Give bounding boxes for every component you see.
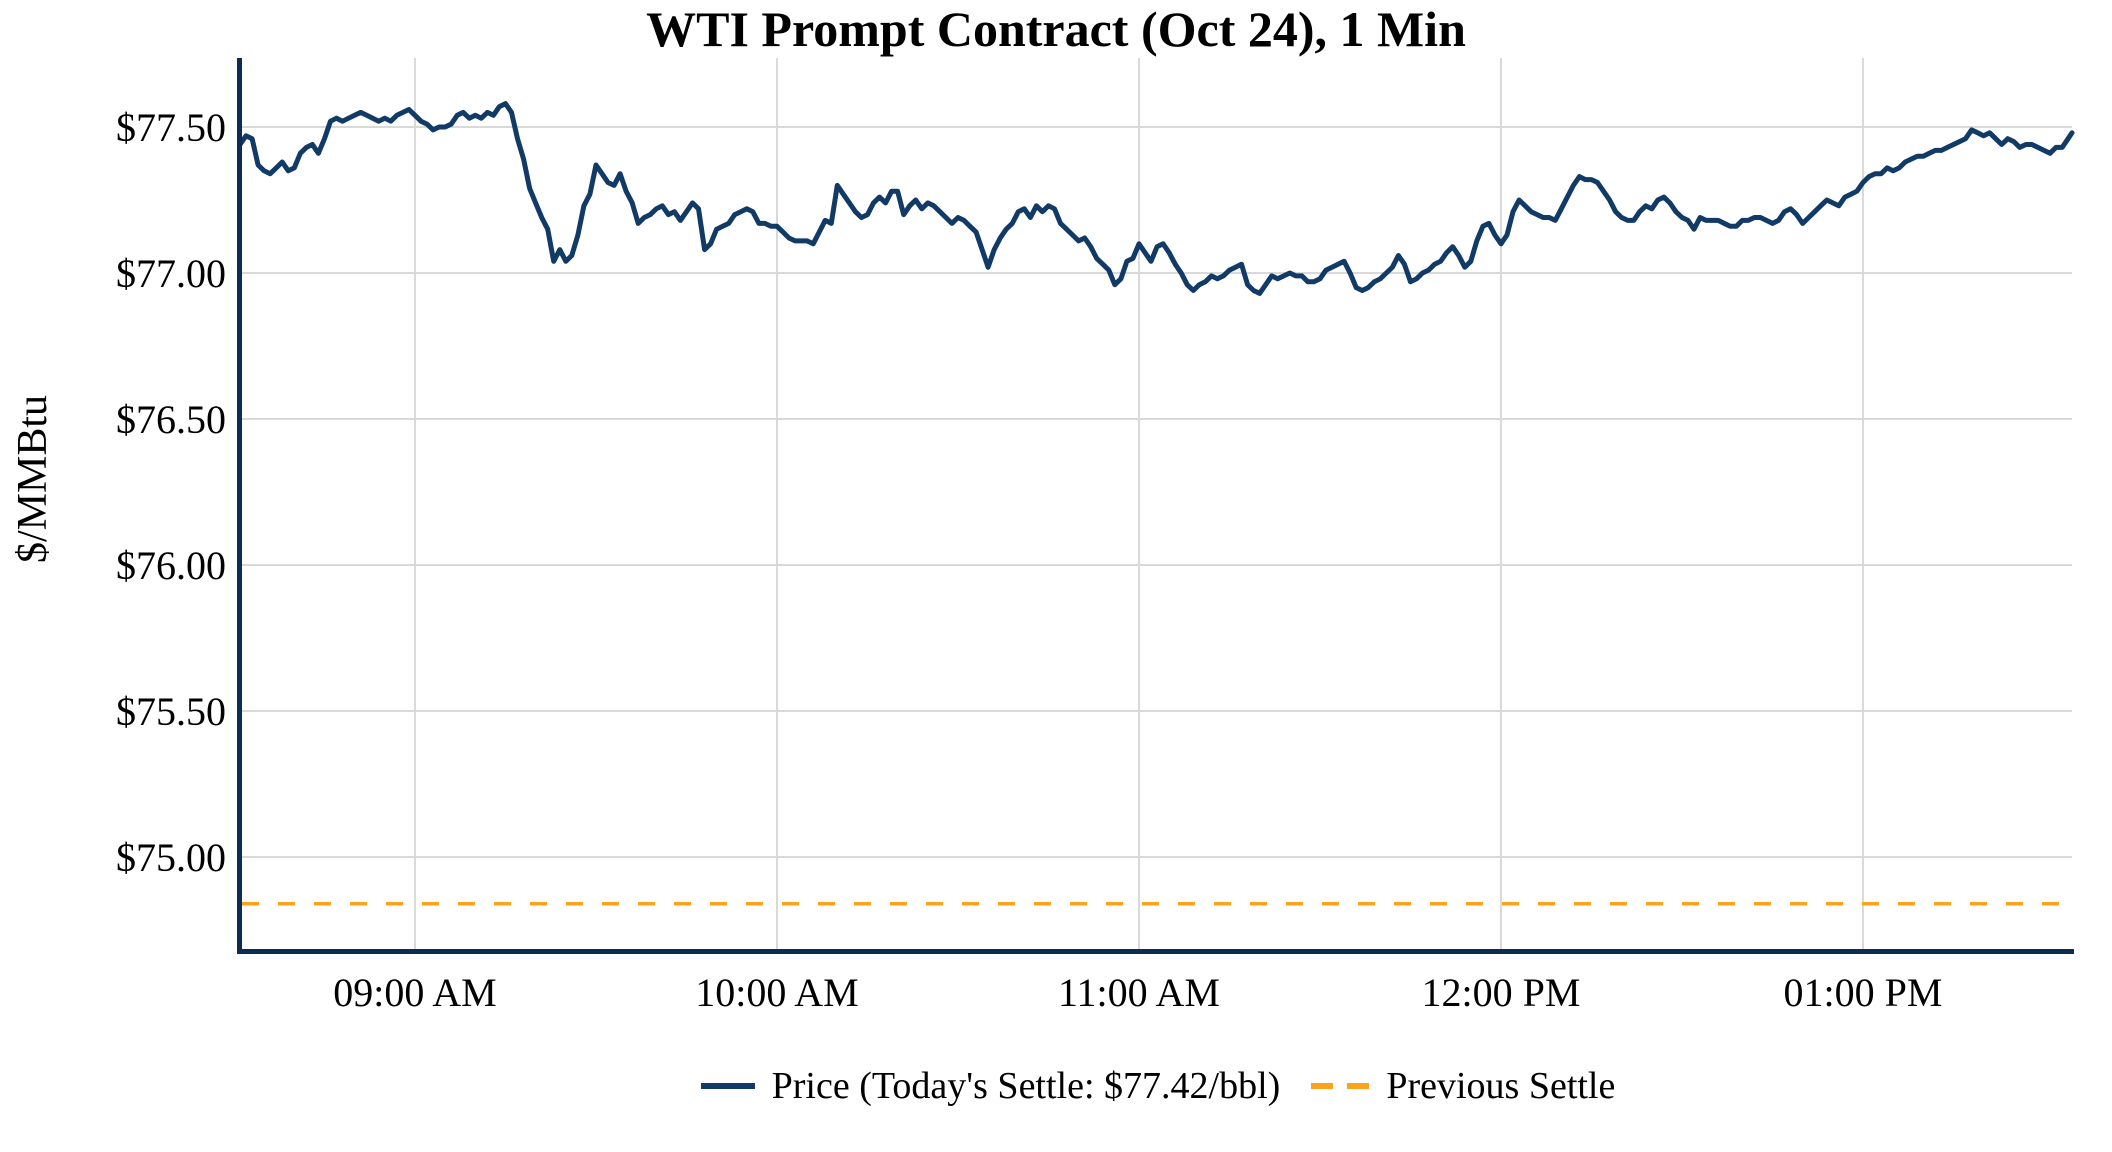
x-tick-label: 11:00 AM [1058, 970, 1220, 1015]
legend-price-label: Price (Today's Settle: $77.42/bbl) [771, 1065, 1281, 1107]
y-tick-label: $75.50 [116, 689, 226, 734]
price-line [237, 101, 2075, 296]
previous-settle-legend-swatch [1311, 1083, 1370, 1089]
plot-area: $77.50 $77.00 $76.50 $76.00 $75.50 $75.00 09:0… [116, 58, 2075, 1015]
price-line-legend-swatch [700, 1083, 755, 1089]
x-tick-label: 01:00 PM [1783, 970, 1942, 1015]
y-tick-label: $77.50 [116, 105, 226, 150]
y-tick-label: $76.00 [116, 543, 226, 588]
chart-title: WTI Prompt Contract (Oct 24), 1 Min [646, 1, 1466, 57]
x-tick-label: 12:00 PM [1421, 970, 1580, 1015]
legend: Price (Today's Settle: $77.42/bbl) Previ… [240, 1056, 2074, 1116]
y-tick-label: $76.50 [116, 397, 226, 442]
legend-previous-settle-label: Previous Settle [1386, 1065, 1616, 1107]
x-tick-label: 09:00 AM [333, 970, 496, 1015]
y-tick-label: $77.00 [116, 251, 226, 296]
x-tick-label: 10:00 AM [695, 970, 858, 1015]
y-tick-label: $75.00 [116, 835, 226, 880]
